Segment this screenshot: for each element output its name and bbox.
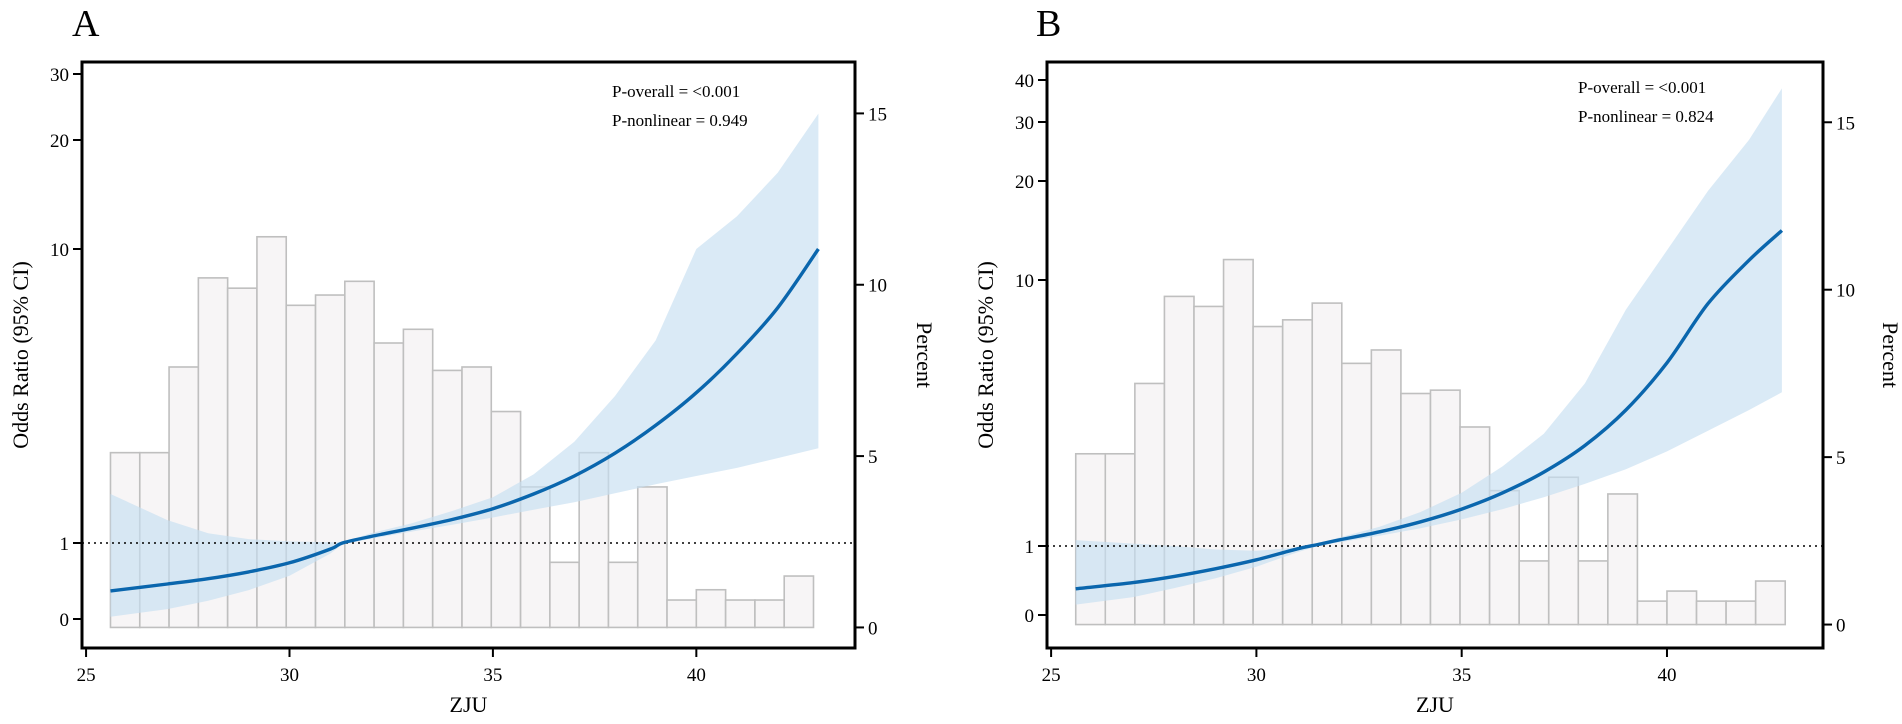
y-tick-label: 10 [50,240,69,261]
y-tick-label: 40 [1015,71,1034,92]
y2-tick-label: 0 [1836,616,1846,637]
histogram-bar [636,486,668,629]
histogram-bar [314,294,346,629]
y-tick-label: 1 [60,534,70,555]
x-tick-label: 40 [687,665,706,686]
histogram-bar [607,561,639,629]
y-tick-label: 1 [1025,537,1035,558]
y-axis-title: Odds Ratio (95% CI) [8,261,33,449]
spline-line [110,248,820,593]
p-nonlinear-annotation: P-nonlinear = 0.824 [1578,107,1714,126]
p-overall-annotation: P-overall = <0.001 [612,82,740,101]
histogram-bar [1370,349,1402,626]
histogram-bar [695,588,727,629]
histogram-bar [1754,580,1787,626]
y2-axis-title: Percent [912,322,937,388]
histogram-bar [1666,590,1698,626]
histogram-bar [724,599,756,629]
x-tick-label: 30 [1247,665,1266,686]
histogram-bar [1607,493,1639,626]
y-tick-label: 10 [1015,271,1034,292]
y2-tick-label: 15 [868,104,887,125]
histogram-bar [666,599,698,629]
x-tick-label: 35 [483,665,502,686]
panel-letter: A [72,3,100,45]
y-tick-label: 30 [1015,113,1034,134]
histogram-bar [754,599,786,629]
y2-tick-label: 5 [1836,448,1846,469]
histogram-bar [1311,302,1343,626]
histogram-bar [1547,476,1580,626]
histogram-bar [285,304,317,629]
x-tick-label: 40 [1657,665,1676,686]
histogram-bar [1488,489,1520,626]
y-tick-label: 20 [50,131,69,152]
plot-frame [80,60,857,650]
y2-tick-label: 5 [868,447,878,468]
y-tick-label: 0 [1025,606,1035,627]
x-axis-title: ZJU [450,692,488,717]
panel-b: 0 1 10 20 30 40 0 5 10 15 25 30 35 40 ZJU Odds Ratio (9… [973,3,1902,717]
histogram-bar [1252,325,1284,626]
y-tick-label: 0 [60,610,70,631]
histogram-bar [1518,560,1550,626]
panel-letter: B [1036,3,1061,45]
x-tick-label: 35 [1452,665,1471,686]
histogram-bar [344,280,375,629]
histogram-bar [1577,560,1609,626]
y2-tick-label: 10 [1836,281,1855,302]
p-nonlinear-annotation: P-nonlinear = 0.949 [612,111,748,130]
histogram-bar [1725,600,1757,626]
y-tick-label: 20 [1015,172,1034,193]
panel-a: 0 1 10 20 30 0 5 10 15 25 30 35 40 ZJU Odds Ratio (95%… [8,3,937,717]
histogram-bar [431,369,463,629]
histogram-bar [783,575,815,629]
x-tick-label: 30 [280,665,299,686]
histogram-bar [461,366,493,629]
histogram-bar [402,328,434,629]
y2-axis-title: Percent [1878,322,1902,388]
histogram-bar [549,561,580,629]
x-axis-title: ZJU [1416,692,1454,717]
histogram-bar [1340,362,1373,626]
y2-tick-label: 10 [868,276,887,297]
confidence-band [1075,88,1782,605]
histogram-bar [373,342,405,629]
histogram-bar [490,410,522,629]
x-tick-label: 25 [1042,665,1061,686]
y-tick-label: 30 [50,65,69,86]
p-overall-annotation: P-overall = <0.001 [1578,78,1706,97]
histogram-bar [1400,392,1432,626]
x-tick-label: 25 [77,665,96,686]
y-axis-title: Odds Ratio (95% CI) [973,261,998,449]
y2-tick-label: 0 [868,618,878,639]
histogram-bar [1636,600,1668,626]
y2-tick-label: 15 [1836,113,1855,134]
histogram-bar [1459,426,1491,626]
plot-frame [1045,60,1825,650]
histogram-bar [1281,319,1314,626]
spline-line [1075,229,1784,591]
histogram-bar [1695,600,1727,626]
